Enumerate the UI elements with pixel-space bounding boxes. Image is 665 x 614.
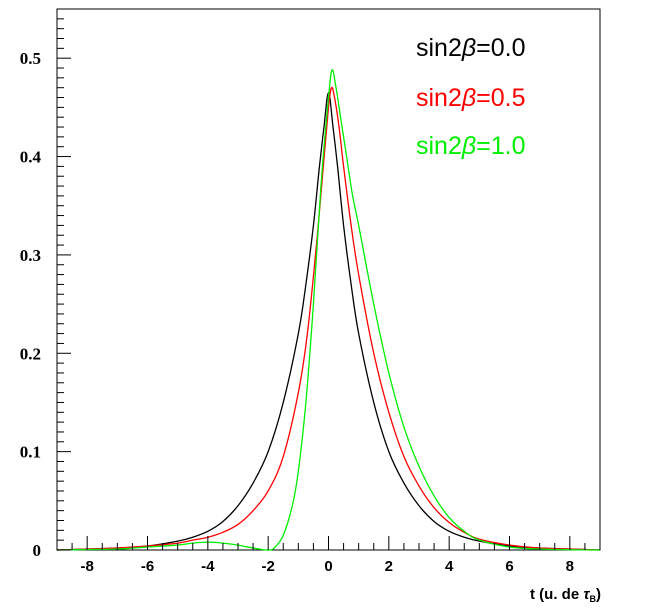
x-tick-label: 6 xyxy=(505,558,513,575)
x-tick-label: 4 xyxy=(445,558,454,575)
x-axis-label-tau: τ xyxy=(583,586,590,603)
x-tick-label: -8 xyxy=(80,558,93,575)
y-tick-label: 0.4 xyxy=(20,148,42,167)
y-tick-label: 0.1 xyxy=(20,443,41,462)
legend-entry-0: sin2β=0.0 xyxy=(416,34,526,62)
x-axis-label: t (u. de τB) xyxy=(530,586,601,604)
y-tick-label: 0 xyxy=(33,541,42,560)
x-axis-label-main: t (u. de xyxy=(530,586,583,603)
x-tick-label: 2 xyxy=(385,558,393,575)
y-tick-label: 0.3 xyxy=(20,246,41,265)
legend: sin2β=0.0 sin2β=0.5 sin2β=1.0 xyxy=(416,34,526,160)
x-axis-label-sub: B xyxy=(589,594,596,604)
series-line-2 xyxy=(56,69,601,551)
x-tick-label: 8 xyxy=(566,558,574,575)
x-tick-label: -4 xyxy=(201,558,215,575)
axis-layer: -8 -6 -4 -2 0 2 4 6 8 0 0.1 0.2 0.3 0.4 0.5 xyxy=(20,8,601,575)
x-tick-label: 0 xyxy=(324,558,332,575)
x-tick-label: -2 xyxy=(261,558,274,575)
series-line-1 xyxy=(56,86,601,551)
legend-entry-2: sin2β=1.0 xyxy=(416,132,526,160)
series-layer xyxy=(56,69,601,551)
y-tick-label: 0.2 xyxy=(20,344,41,363)
y-tick-label: 0.5 xyxy=(20,49,41,68)
legend-entry-1: sin2β=0.5 xyxy=(416,84,526,112)
x-axis-label-close: ) xyxy=(596,586,601,603)
x-tick-label: -6 xyxy=(141,558,154,575)
